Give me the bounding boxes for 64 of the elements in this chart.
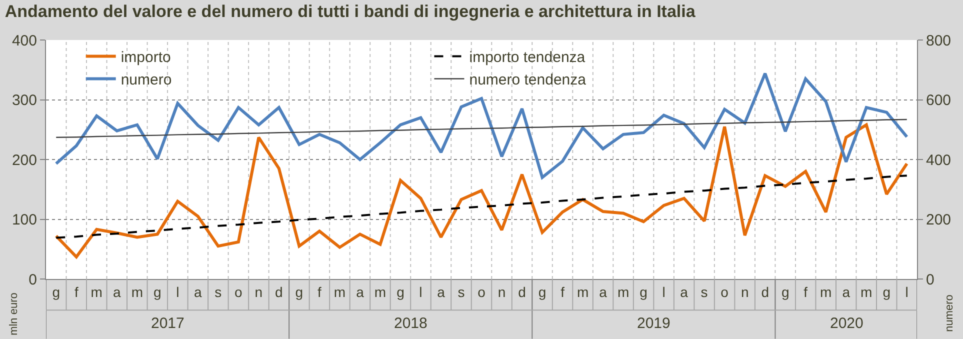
x-tick-label: o xyxy=(234,284,243,300)
x-tick-label: d xyxy=(761,284,769,300)
x-tick-label: a xyxy=(356,284,364,300)
x-tick-label: n xyxy=(498,284,506,300)
legend-label: importo xyxy=(120,49,171,66)
chart-title: Andamento del valore e del numero di tutti i bandi di ingegneria e architettura in Italia xyxy=(4,2,696,21)
y2-tick-label: 0 xyxy=(926,271,934,288)
text: 2019 xyxy=(637,315,670,332)
x-tick-label: f xyxy=(804,284,808,300)
x-tick-label: f xyxy=(74,284,78,300)
x-tick-label: o xyxy=(478,284,486,300)
x-tick-label: m xyxy=(617,284,630,300)
x-tick-label: m xyxy=(334,284,346,300)
x-tick-label: m xyxy=(90,284,102,300)
legend-label: numero xyxy=(120,72,172,89)
x-tick-label: m xyxy=(860,284,872,300)
x-tick-label: s xyxy=(700,284,708,300)
x-tick-label: a xyxy=(680,284,688,300)
x-tick-label: g xyxy=(882,284,891,300)
x-tick-label: l xyxy=(905,284,908,300)
y-tick-label: 0 xyxy=(28,271,37,288)
x-tick-label: a xyxy=(437,284,446,300)
x-tick-label: o xyxy=(720,284,729,300)
x-tick-label: l xyxy=(176,284,180,300)
text: 2020 xyxy=(830,315,864,332)
y2-tick-label: 400 xyxy=(926,152,952,169)
y-tick-label: 400 xyxy=(12,32,37,50)
x-tick-label: n xyxy=(254,284,263,300)
y-axis-title: mln euro xyxy=(8,292,20,336)
x-tick-label: n xyxy=(740,284,749,300)
x-tick-label: d xyxy=(518,284,526,300)
text: 2018 xyxy=(394,315,428,332)
x-tick-label: m xyxy=(820,284,832,300)
y-tick-label: 200 xyxy=(12,152,37,169)
x-tick-label: f xyxy=(318,284,322,300)
x-tick-label: g xyxy=(781,284,790,300)
x-tick-label: s xyxy=(458,284,465,300)
x-tick-label: l xyxy=(662,284,666,300)
x-tick-label: l xyxy=(419,284,422,300)
x-tick-label: m xyxy=(131,284,143,300)
x-tick-label: a xyxy=(113,284,121,300)
x-tick-label: g xyxy=(154,284,162,300)
x-tick-label: g xyxy=(640,284,648,300)
x-tick-label: g xyxy=(538,284,546,300)
y2-tick-label: 600 xyxy=(926,92,952,109)
x-tick-label: g xyxy=(396,284,404,300)
x-tick-label: a xyxy=(842,284,850,300)
x-tick-label: m xyxy=(576,284,589,300)
y2-tick-label: 800 xyxy=(926,32,952,50)
x-tick-label: d xyxy=(275,284,283,300)
y2-axis-title: numero xyxy=(944,294,956,332)
y2-tick-label: 200 xyxy=(926,212,952,228)
y-tick-label: 300 xyxy=(12,92,37,109)
legend-label: importo tendenza xyxy=(469,49,586,66)
x-tick-label: s xyxy=(214,284,222,300)
text: 2017 xyxy=(151,315,184,332)
x-tick-label: m xyxy=(374,284,386,300)
x-tick-label: g xyxy=(295,284,304,300)
legend-label: numero tendenza xyxy=(469,72,587,89)
x-tick-label: a xyxy=(194,284,202,300)
x-tick-label: a xyxy=(599,284,608,300)
y-tick-label: 100 xyxy=(12,212,37,228)
x-tick-label: f xyxy=(560,284,565,300)
x-tick-label: g xyxy=(52,284,60,300)
